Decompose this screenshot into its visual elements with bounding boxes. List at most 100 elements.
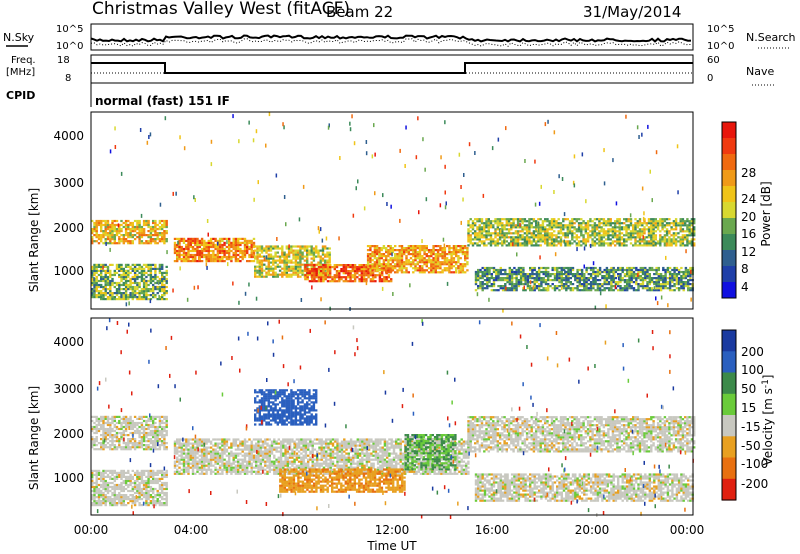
heatmap-cell: [133, 263, 137, 266]
heatmap-cell: [507, 220, 511, 223]
heatmap-cell: [140, 265, 144, 268]
heatmap-cell: [373, 265, 377, 268]
heatmap-cell: [625, 226, 628, 229]
heatmap-cell: [436, 251, 440, 254]
heatmap-cell: [541, 224, 545, 227]
heatmap-cell: [310, 253, 313, 256]
power-panel: [91, 112, 696, 313]
heatmap-cell: [608, 270, 611, 274]
heatmap-cell: [122, 431, 125, 435]
heatmap-cell: [464, 271, 467, 274]
heatmap-cell: [294, 253, 298, 256]
heatmap-cell: [154, 288, 157, 291]
heatmap-cell: [200, 247, 204, 251]
heatmap-cell: [474, 230, 477, 233]
heatmap-cell: [533, 268, 536, 272]
heatmap-cell: [93, 415, 96, 418]
scatter-echo: [248, 120, 250, 125]
heatmap-cell: [455, 245, 458, 248]
heatmap-cell: [161, 267, 164, 270]
heatmap-cell: [142, 281, 146, 285]
heatmap-cell: [371, 274, 375, 277]
heatmap-cell: [634, 228, 637, 231]
heatmap-cell: [587, 266, 590, 270]
heatmap-cell: [659, 238, 662, 241]
heatmap-cell: [632, 234, 635, 237]
heatmap-cell: [501, 224, 504, 227]
heatmap-cell: [324, 253, 327, 256]
heatmap-cell: [142, 440, 146, 443]
heatmap-cell: [495, 277, 498, 280]
heatmap-cell: [600, 226, 603, 229]
heatmap-cell: [508, 283, 511, 286]
heatmap-cell: [158, 277, 162, 281]
heatmap-cell: [684, 238, 687, 241]
heatmap-cell: [636, 226, 639, 229]
scatter-echo: [653, 286, 656, 291]
heatmap-cell: [329, 272, 332, 275]
heatmap-cell: [467, 240, 470, 243]
heatmap-cell: [296, 251, 300, 254]
heatmap-cell: [104, 240, 107, 243]
heatmap-cell: [187, 258, 190, 261]
heatmap-cell: [659, 279, 663, 282]
scatter-echo: [523, 285, 525, 290]
heatmap-cell: [400, 261, 404, 264]
scatter-echo: [665, 242, 668, 247]
heatmap-cell: [494, 240, 497, 243]
heatmap-cell: [91, 265, 94, 268]
heatmap-cell: [409, 249, 413, 252]
heatmap-cell: [672, 234, 676, 237]
heatmap-cell: [623, 279, 627, 282]
heatmap-cell: [602, 236, 606, 239]
heatmap-cell: [575, 236, 578, 239]
heatmap-cell: [544, 228, 547, 231]
heatmap-cell: [319, 261, 322, 264]
heatmap-cell: [109, 242, 112, 245]
heatmap-cell: [124, 421, 128, 425]
heatmap-cell: [655, 277, 658, 280]
heatmap-cell: [317, 278, 321, 281]
heatmap-cell: [636, 224, 639, 227]
heatmap-cell: [598, 236, 601, 239]
heatmap-cell: [663, 238, 667, 241]
scatter-echo: [93, 277, 95, 282]
heatmap-cell: [285, 265, 288, 268]
heatmap-cell: [97, 279, 101, 283]
heatmap-cell: [575, 244, 578, 247]
heatmap-cell: [474, 224, 477, 227]
heatmap-cell: [501, 273, 505, 276]
heatmap-cell: [497, 273, 500, 276]
heatmap-cell: [158, 425, 162, 429]
heatmap-cell: [102, 230, 105, 233]
heatmap-cell: [347, 276, 350, 279]
heatmap-cell: [650, 224, 653, 227]
heatmap-cell: [687, 279, 690, 282]
heatmap-cell: [603, 283, 606, 286]
heatmap-cell: [299, 275, 302, 278]
heatmap-cell: [180, 258, 183, 261]
heatmap-cell: [95, 277, 98, 281]
heatmap-cell: [113, 491, 116, 495]
heatmap-cell: [559, 226, 563, 229]
heatmap-cell: [541, 240, 545, 243]
heatmap-cell: [118, 483, 121, 487]
heatmap-cell: [223, 241, 226, 244]
heatmap-cell: [109, 292, 112, 295]
heatmap-cell: [375, 257, 379, 260]
heatmap-cell: [405, 269, 408, 272]
heatmap-cell: [362, 270, 366, 273]
heatmap-cell: [100, 448, 103, 451]
heatmap-cell: [250, 243, 253, 247]
heatmap-cell: [127, 419, 130, 423]
heatmap-cell: [161, 440, 164, 443]
heatmap-cell: [526, 283, 530, 286]
heatmap-cell: [124, 265, 128, 268]
heatmap-cell: [528, 224, 531, 227]
heatmap-cell: [620, 228, 624, 231]
heatmap-cell: [353, 276, 357, 279]
heatmap-cell: [677, 273, 681, 276]
heatmap-cell: [516, 240, 520, 243]
heatmap-cell: [387, 245, 390, 248]
heatmap-cell: [152, 230, 155, 233]
